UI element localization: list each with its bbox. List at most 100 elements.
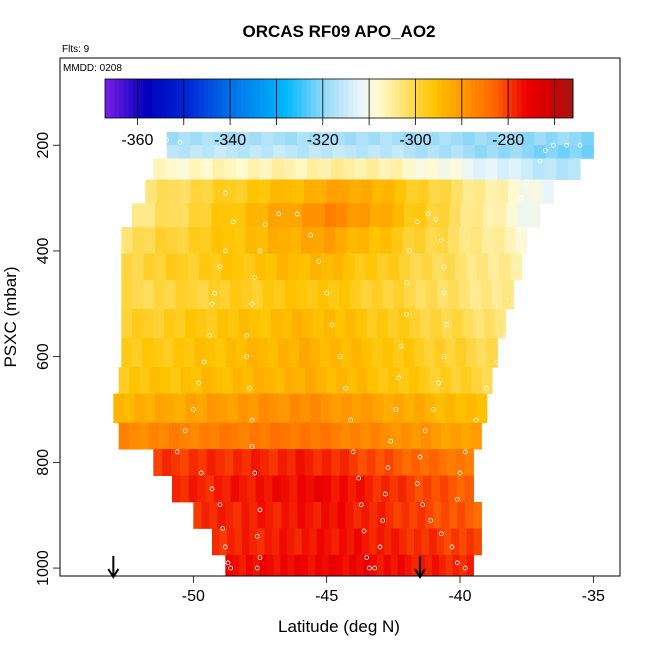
track-point [337, 354, 343, 360]
heatmap-cell [132, 203, 144, 228]
track-point [177, 140, 183, 145]
heatmap-cell [269, 422, 281, 450]
heatmap-cell [410, 422, 422, 450]
heatmap-cell [400, 422, 412, 450]
heatmap-cell [403, 145, 417, 159]
heatmap-cell [142, 338, 154, 368]
heatmap-cell [369, 227, 381, 254]
colorbar-segment [418, 79, 424, 118]
heatmap-cell [431, 475, 441, 503]
heatmap-cell [338, 179, 350, 204]
heatmap-cell [366, 449, 377, 476]
heatmap-cell [177, 227, 190, 254]
heatmap-cell [462, 132, 476, 146]
track-point [385, 465, 391, 471]
heatmap-cell [245, 203, 258, 228]
heatmap-cell [322, 449, 332, 476]
track-point [414, 219, 420, 225]
heatmap-cell [369, 502, 378, 529]
heatmap-cell [217, 309, 229, 339]
heatmap-cell [248, 158, 261, 180]
heatmap-cell [455, 449, 466, 476]
heatmap-cell [222, 367, 234, 395]
heatmap-cell [389, 475, 399, 503]
heatmap-cell [134, 393, 146, 424]
heatmap-cell [188, 449, 199, 476]
heatmap-cell [391, 227, 404, 254]
y-axis: 200 400 600 800 1000 [35, 132, 60, 586]
track-point [342, 385, 348, 391]
heatmap-layer [145, 179, 554, 204]
heatmap-cell [392, 203, 405, 228]
heatmap-cell [178, 145, 191, 159]
heatmap-cell [249, 502, 258, 529]
heatmap-cell [313, 309, 325, 339]
heatmap-cell [427, 145, 440, 159]
track-point [206, 333, 212, 338]
heatmap-cell [519, 179, 532, 204]
track-point [433, 216, 439, 222]
colorbar-segment [226, 79, 232, 118]
track-point [257, 248, 263, 254]
track-point [372, 565, 378, 571]
heatmap-cell [380, 132, 393, 146]
heatmap-cell [367, 367, 379, 395]
heatmap-cell [239, 422, 251, 450]
heatmap-cell [252, 554, 261, 577]
colorbar-segment [451, 79, 457, 118]
colorbar-segment [563, 79, 569, 118]
heatmap-cell [279, 203, 292, 228]
heatmap-cell [357, 227, 370, 254]
date-label: MMDD: 0208 [63, 63, 122, 74]
track-point [324, 290, 330, 296]
track-point [510, 301, 516, 307]
heatmap-cell [445, 554, 454, 577]
heatmap-cell [403, 393, 415, 424]
heatmap-cell [258, 179, 271, 204]
heatmap-cell [462, 309, 474, 339]
heatmap-cell [448, 475, 458, 503]
colorbar-segment [535, 79, 541, 118]
heatmap-cell [441, 309, 453, 339]
track-point [398, 343, 404, 349]
heatmap-cell [440, 179, 452, 204]
colorbar-segment [236, 79, 242, 118]
heatmap-cell [409, 502, 418, 529]
heatmap-cell [471, 422, 482, 450]
heatmap-layer [172, 475, 474, 503]
heatmap-cell [212, 158, 226, 180]
heatmap-cell [450, 367, 462, 395]
heatmap-cell [265, 253, 278, 281]
heatmap-cell [289, 422, 301, 450]
heatmap-cell [473, 502, 482, 529]
heatmap-cell [415, 280, 427, 310]
heatmap-cell [285, 145, 298, 159]
heatmap-cell [143, 227, 156, 254]
heatmap-cell [295, 158, 309, 180]
heatmap-cell [557, 132, 571, 146]
track-point [537, 158, 543, 164]
track-point [217, 264, 223, 270]
heatmap-cell [494, 309, 506, 339]
track-point [257, 555, 263, 560]
heatmap-cell [273, 132, 286, 146]
heatmap-cell [230, 280, 242, 310]
heatmap-cell [476, 253, 489, 281]
colorbar-segment [301, 79, 307, 118]
heatmap-cell [286, 449, 297, 476]
colorbar-segment [179, 79, 186, 118]
heatmap-cell [310, 422, 321, 450]
colorbar-segment [175, 79, 181, 118]
heatmap-cell [143, 203, 156, 228]
heatmap-cell [391, 528, 400, 556]
track-point [209, 486, 215, 492]
heatmap-cell [233, 502, 242, 529]
heatmap-cell [305, 367, 317, 395]
heatmap-cell [256, 528, 265, 556]
heatmap-cell [458, 528, 467, 556]
heatmap-cell [295, 280, 308, 310]
heatmap-cell [238, 309, 250, 339]
heatmap-cell [212, 367, 223, 395]
heatmap-cell [228, 309, 240, 339]
heatmap-cell [356, 145, 369, 159]
